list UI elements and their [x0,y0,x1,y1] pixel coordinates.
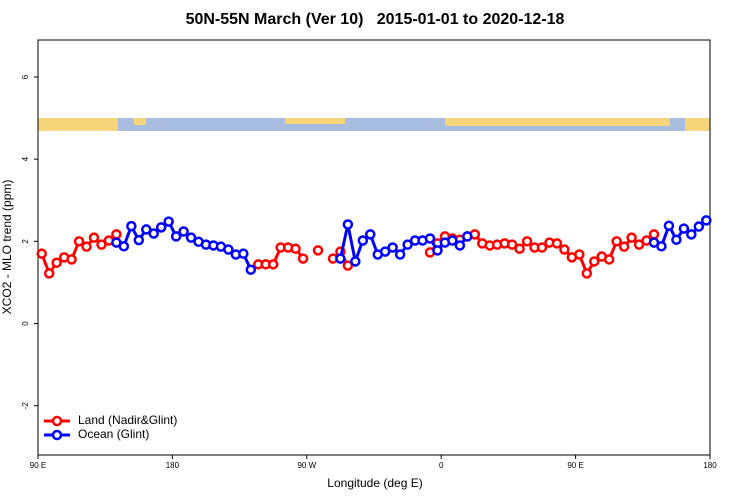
data-point [663,220,675,231]
data-point [141,224,152,235]
data-point [589,256,600,267]
data-point [335,253,346,264]
data-point [365,229,376,240]
data-point [290,243,301,254]
x-tick-label: 180 [703,461,717,470]
data-point [245,264,257,275]
data-point [551,238,563,249]
data-point [394,249,406,260]
data-point [618,241,630,252]
data-point [81,241,92,252]
data-point [133,234,145,246]
land-band [38,118,118,131]
land-band [445,118,670,126]
data-point [424,233,436,244]
data-point [111,229,122,240]
data-point [66,254,77,265]
x-axis-label: Longitude (deg E) [327,476,422,490]
x-tick-label: 90 E [567,461,583,470]
data-point [462,231,473,242]
legend-label: Land (Nadir&Glint) [78,413,177,427]
data-point [267,259,279,270]
data-point [148,228,159,239]
data-point [357,235,369,246]
data-point [686,229,697,240]
data-point [656,241,667,252]
data-point [402,239,413,250]
data-point [626,232,637,243]
data-point [126,220,137,232]
data-point [185,232,197,243]
data-point [297,253,309,264]
data-point [118,241,130,252]
x-tick-label: 90 W [297,461,316,470]
data-point [678,223,690,234]
data-point [342,260,354,271]
legend-marker [51,429,63,441]
data-point [559,244,570,255]
data-point [603,254,615,265]
data-point [536,242,548,253]
data-point [506,239,518,250]
plot-frame [37,39,711,456]
legend-label: Ocean (Glint) [78,427,149,441]
data-point [223,244,234,255]
x-tick-label: 0 [439,461,444,470]
data-point [96,239,107,250]
land-ocean-band [38,118,710,131]
y-tick-label: 2 [21,239,30,244]
data-point [693,221,705,232]
data-point [611,236,622,247]
data-point [312,245,324,256]
data-point [342,219,354,230]
data-point [350,256,361,267]
data-point [574,249,585,260]
data-point [514,243,525,254]
y-tick-label: -2 [21,402,30,410]
land-band [685,118,710,131]
data-point [163,216,174,227]
data-point [88,232,100,243]
data-point [51,257,62,268]
data-point [178,226,189,237]
y-tick-label: 4 [21,156,30,161]
data-point [238,248,249,259]
land-band [134,118,146,125]
data-point [43,268,55,279]
data-point [170,231,182,242]
chart-title: 50N-55N March (Ver 10) 2015-01-01 to 202… [186,11,565,28]
data-point [36,248,47,259]
legend: Land (Nadir&Glint)Ocean (Glint) [44,413,177,441]
data-point [454,240,466,251]
x-tick-label: 180 [166,461,180,470]
x-tick-label: 90 E [30,461,46,470]
data-point [521,236,533,247]
y-tick-label: 0 [21,321,30,326]
y-axis-label: XCO2 - MLO trend (ppm) [0,180,14,315]
data-point [379,246,391,257]
data-point [447,235,458,246]
data-point [155,222,167,233]
data-point [581,268,593,279]
data-point [633,239,645,250]
data-point [387,242,398,253]
y-tick-label: 6 [21,74,30,79]
data-point [432,245,443,256]
land-band [285,118,345,124]
data-point [701,215,712,226]
data-point [648,229,660,240]
data-point [73,236,85,247]
legend-marker [51,415,63,427]
data-point [671,234,682,245]
